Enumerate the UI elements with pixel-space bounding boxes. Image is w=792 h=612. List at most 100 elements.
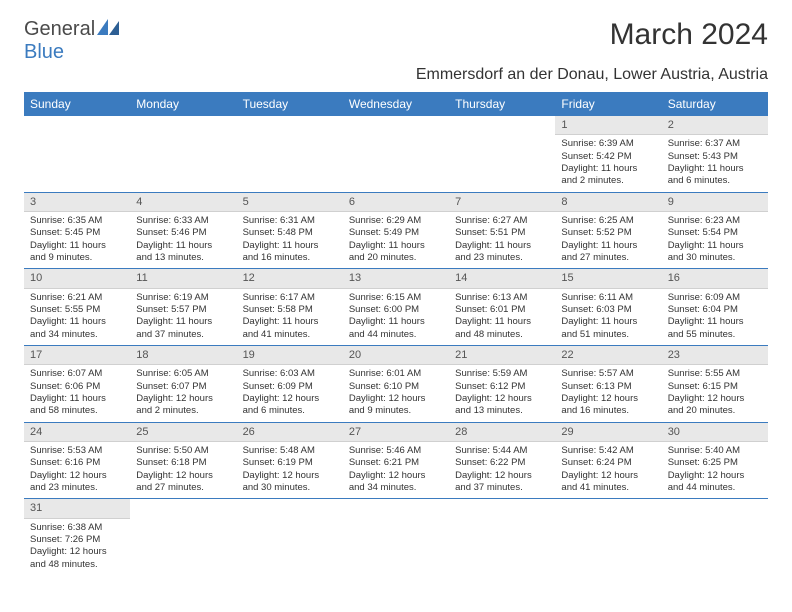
- sunrise-line: Sunrise: 5:48 AM: [243, 445, 337, 457]
- sunrise-line: Sunrise: 6:21 AM: [30, 292, 124, 304]
- day-body: Sunrise: 6:29 AMSunset: 5:49 PMDaylight:…: [343, 212, 449, 268]
- sunrise-line: Sunrise: 5:42 AM: [561, 445, 655, 457]
- day-body: Sunrise: 6:19 AMSunset: 5:57 PMDaylight:…: [130, 289, 236, 345]
- daylight-line: Daylight: 11 hours and 6 minutes.: [668, 163, 762, 188]
- sunset-line: Sunset: 5:49 PM: [349, 227, 443, 239]
- day-number: 8: [555, 193, 661, 212]
- day-body: Sunrise: 6:23 AMSunset: 5:54 PMDaylight:…: [662, 212, 768, 268]
- day-number: 2: [662, 116, 768, 135]
- calendar-cell: [237, 116, 343, 192]
- weekday-header: Friday: [555, 92, 661, 116]
- day-number: 22: [555, 346, 661, 365]
- day-number: 27: [343, 423, 449, 442]
- daylight-line: Daylight: 11 hours and 20 minutes.: [349, 240, 443, 265]
- sunrise-line: Sunrise: 6:35 AM: [30, 215, 124, 227]
- calendar-cell: [24, 116, 130, 192]
- day-number: 20: [343, 346, 449, 365]
- day-number: 25: [130, 423, 236, 442]
- calendar-cell: 6Sunrise: 6:29 AMSunset: 5:49 PMDaylight…: [343, 192, 449, 269]
- calendar-cell: 12Sunrise: 6:17 AMSunset: 5:58 PMDayligh…: [237, 269, 343, 346]
- day-body: Sunrise: 5:57 AMSunset: 6:13 PMDaylight:…: [555, 365, 661, 421]
- sunset-line: Sunset: 6:07 PM: [136, 381, 230, 393]
- sunrise-line: Sunrise: 6:13 AM: [455, 292, 549, 304]
- day-body: Sunrise: 5:55 AMSunset: 6:15 PMDaylight:…: [662, 365, 768, 421]
- day-number: 4: [130, 193, 236, 212]
- sunrise-line: Sunrise: 6:33 AM: [136, 215, 230, 227]
- calendar-cell: 19Sunrise: 6:03 AMSunset: 6:09 PMDayligh…: [237, 346, 343, 423]
- weekday-header: Wednesday: [343, 92, 449, 116]
- sunset-line: Sunset: 6:16 PM: [30, 457, 124, 469]
- daylight-line: Daylight: 11 hours and 23 minutes.: [455, 240, 549, 265]
- location-text: Emmersdorf an der Donau, Lower Austria, …: [24, 66, 768, 84]
- day-body: Sunrise: 6:13 AMSunset: 6:01 PMDaylight:…: [449, 289, 555, 345]
- daylight-line: Daylight: 12 hours and 6 minutes.: [243, 393, 337, 418]
- day-body: Sunrise: 6:27 AMSunset: 5:51 PMDaylight:…: [449, 212, 555, 268]
- daylight-line: Daylight: 12 hours and 37 minutes.: [455, 470, 549, 495]
- logo-text-1: General: [24, 18, 95, 40]
- sunset-line: Sunset: 5:42 PM: [561, 151, 655, 163]
- daylight-line: Daylight: 11 hours and 27 minutes.: [561, 240, 655, 265]
- sunset-line: Sunset: 6:22 PM: [455, 457, 549, 469]
- calendar-cell: 26Sunrise: 5:48 AMSunset: 6:19 PMDayligh…: [237, 422, 343, 499]
- daylight-line: Daylight: 12 hours and 23 minutes.: [30, 470, 124, 495]
- sunrise-line: Sunrise: 5:59 AM: [455, 368, 549, 380]
- sunrise-line: Sunrise: 6:25 AM: [561, 215, 655, 227]
- day-body: Sunrise: 6:39 AMSunset: 5:42 PMDaylight:…: [555, 135, 661, 191]
- calendar-cell: [449, 116, 555, 192]
- sunset-line: Sunset: 6:15 PM: [668, 381, 762, 393]
- day-body: Sunrise: 5:40 AMSunset: 6:25 PMDaylight:…: [662, 442, 768, 498]
- calendar-cell: [130, 116, 236, 192]
- calendar-cell: 11Sunrise: 6:19 AMSunset: 5:57 PMDayligh…: [130, 269, 236, 346]
- sunrise-line: Sunrise: 5:44 AM: [455, 445, 549, 457]
- calendar-cell: 28Sunrise: 5:44 AMSunset: 6:22 PMDayligh…: [449, 422, 555, 499]
- sunrise-line: Sunrise: 5:55 AM: [668, 368, 762, 380]
- daylight-line: Daylight: 12 hours and 27 minutes.: [136, 470, 230, 495]
- day-number: 3: [24, 193, 130, 212]
- calendar-cell: 30Sunrise: 5:40 AMSunset: 6:25 PMDayligh…: [662, 422, 768, 499]
- daylight-line: Daylight: 11 hours and 58 minutes.: [30, 393, 124, 418]
- calendar-cell: 29Sunrise: 5:42 AMSunset: 6:24 PMDayligh…: [555, 422, 661, 499]
- page-title: March 2024: [610, 18, 768, 52]
- calendar-cell: [343, 116, 449, 192]
- day-number: 16: [662, 269, 768, 288]
- sunset-line: Sunset: 5:57 PM: [136, 304, 230, 316]
- sunset-line: Sunset: 5:45 PM: [30, 227, 124, 239]
- day-number: 11: [130, 269, 236, 288]
- day-body: Sunrise: 6:25 AMSunset: 5:52 PMDaylight:…: [555, 212, 661, 268]
- daylight-line: Daylight: 12 hours and 20 minutes.: [668, 393, 762, 418]
- sunset-line: Sunset: 6:18 PM: [136, 457, 230, 469]
- sunset-line: Sunset: 7:26 PM: [30, 534, 124, 546]
- calendar-cell: [130, 499, 236, 575]
- sunset-line: Sunset: 5:55 PM: [30, 304, 124, 316]
- calendar-cell: 10Sunrise: 6:21 AMSunset: 5:55 PMDayligh…: [24, 269, 130, 346]
- sunset-line: Sunset: 5:52 PM: [561, 227, 655, 239]
- sunset-line: Sunset: 6:09 PM: [243, 381, 337, 393]
- day-body: Sunrise: 6:35 AMSunset: 5:45 PMDaylight:…: [24, 212, 130, 268]
- calendar-cell: 13Sunrise: 6:15 AMSunset: 6:00 PMDayligh…: [343, 269, 449, 346]
- daylight-line: Daylight: 11 hours and 41 minutes.: [243, 316, 337, 341]
- calendar-cell: 7Sunrise: 6:27 AMSunset: 5:51 PMDaylight…: [449, 192, 555, 269]
- calendar-cell: 18Sunrise: 6:05 AMSunset: 6:07 PMDayligh…: [130, 346, 236, 423]
- calendar-cell: [237, 499, 343, 575]
- daylight-line: Daylight: 11 hours and 51 minutes.: [561, 316, 655, 341]
- daylight-line: Daylight: 12 hours and 30 minutes.: [243, 470, 337, 495]
- day-number: 9: [662, 193, 768, 212]
- day-body: Sunrise: 5:46 AMSunset: 6:21 PMDaylight:…: [343, 442, 449, 498]
- sunset-line: Sunset: 6:00 PM: [349, 304, 443, 316]
- logo-text-2: Blue: [24, 41, 64, 63]
- day-number: 5: [237, 193, 343, 212]
- day-body: Sunrise: 6:37 AMSunset: 5:43 PMDaylight:…: [662, 135, 768, 191]
- day-body: Sunrise: 6:31 AMSunset: 5:48 PMDaylight:…: [237, 212, 343, 268]
- weekday-header: Tuesday: [237, 92, 343, 116]
- sunset-line: Sunset: 6:13 PM: [561, 381, 655, 393]
- daylight-line: Daylight: 11 hours and 37 minutes.: [136, 316, 230, 341]
- day-body: Sunrise: 6:11 AMSunset: 6:03 PMDaylight:…: [555, 289, 661, 345]
- sunrise-line: Sunrise: 6:07 AM: [30, 368, 124, 380]
- logo-sail-icon: [97, 18, 119, 41]
- sunset-line: Sunset: 5:51 PM: [455, 227, 549, 239]
- day-number: 21: [449, 346, 555, 365]
- calendar-cell: 3Sunrise: 6:35 AMSunset: 5:45 PMDaylight…: [24, 192, 130, 269]
- daylight-line: Daylight: 11 hours and 34 minutes.: [30, 316, 124, 341]
- calendar-cell: 23Sunrise: 5:55 AMSunset: 6:15 PMDayligh…: [662, 346, 768, 423]
- sunrise-line: Sunrise: 6:01 AM: [349, 368, 443, 380]
